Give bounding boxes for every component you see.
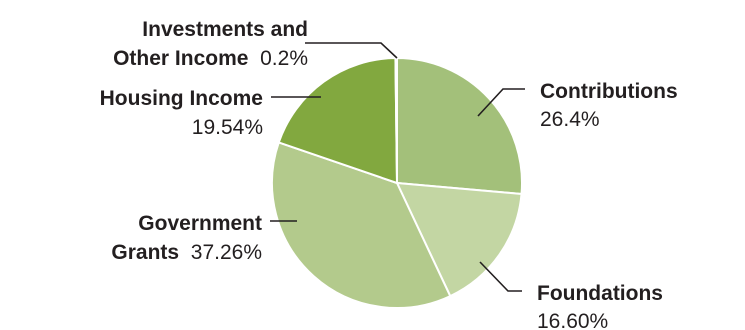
pie-slice-housing-income [277,57,398,184]
slice-label-investments-and-other-income-line-1: Investments and [142,18,308,41]
slice-value-investments-and-other-income: 0.2% [248,47,308,70]
pie-slice-contributions [396,57,523,195]
slice-label-foundations: Foundations [537,282,663,305]
slice-label-investments-and-other-income-text: Other Income [113,47,248,70]
pie-slice-government-grants [271,141,452,309]
slice-label-government-grants-line-1: Government [138,212,262,235]
slice-value-foundations: 16.60% [537,310,608,330]
leader-line-contributions [477,88,525,117]
slice-label-investments-and-other-income-line-2: Other Income 0.2% [113,47,308,70]
slice-value-government-grants: 37.26% [179,241,262,264]
slice-label-housing-income: Housing Income [100,87,263,110]
slice-label-government-grants-line-2: Grants 37.26% [111,241,262,264]
slice-value-housing-income: 19.54% [192,116,263,139]
slice-label-contributions: Contributions [540,80,678,103]
slice-label-government-grants-text: Grants [111,241,179,264]
slice-value-contributions: 26.4% [540,108,600,131]
leader-line-investments-and-other-income [305,42,398,59]
leader-line-foundations [479,261,522,292]
pie-slice-foundations [396,182,523,298]
